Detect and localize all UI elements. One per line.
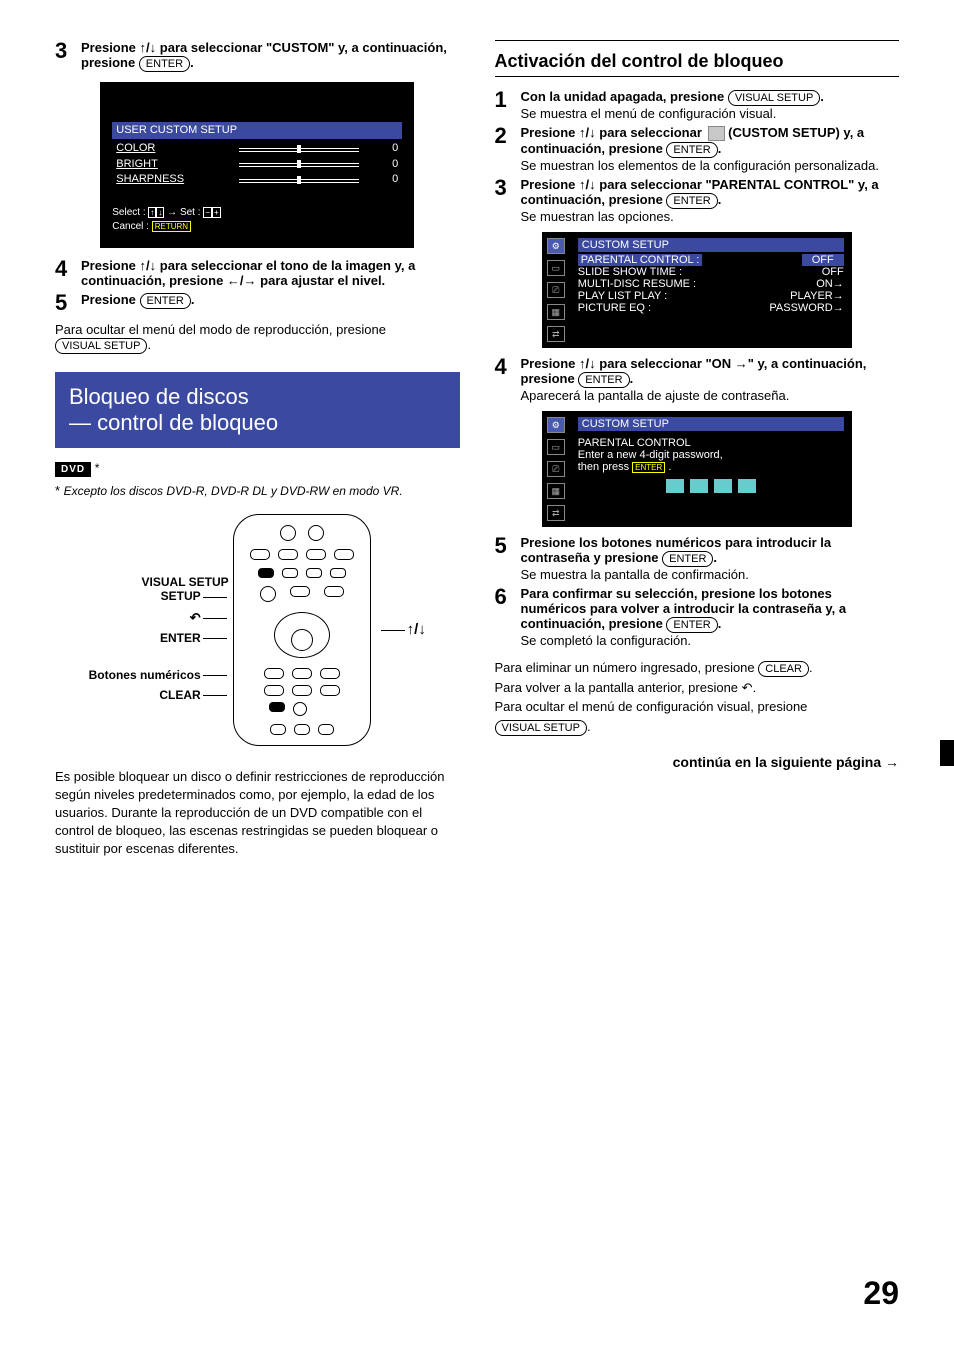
dvd-tag: DVD	[55, 462, 91, 477]
step-number: 5	[55, 292, 81, 314]
custom-setup-screen: ⚙ ▭ ⎚ ▦ ⇄ CUSTOM SETUP PARENTAL CONTROL …	[542, 232, 852, 348]
user-custom-setup-screen: USER CUSTOM SETUP COLOR0 BRIGHT0 SHARPNE…	[100, 82, 414, 248]
remote-diagram: VISUAL SETUPSETUP ↶ ENTER Botones numéri…	[55, 514, 460, 746]
continue-text: continúa en la siguiente página →	[495, 754, 900, 770]
dpad-icon	[274, 612, 330, 658]
up-down-arrows: ↑/↓	[140, 40, 157, 55]
step3-text-a: Presione	[81, 40, 140, 55]
step-number: 3	[55, 40, 81, 72]
lock-paragraph: Es posible bloquear un disco o definir r…	[55, 768, 460, 859]
dvd-note: Excepto los discos DVD-R, DVD-R DL y DVD…	[64, 484, 403, 498]
divider	[495, 40, 900, 41]
custom-setup-icon	[708, 126, 725, 141]
page-number: 29	[863, 1275, 899, 1312]
section-heading: Activación del control de bloqueo	[495, 51, 900, 77]
section-header: Bloqueo de discos — control de bloqueo	[55, 372, 460, 448]
password-screen: ⚙ ▭ ⎚ ▦ ⇄ CUSTOM SETUP PARENTAL CONTROL …	[542, 411, 852, 527]
screen-title: USER CUSTOM SETUP	[112, 122, 402, 139]
page-edge-tab	[940, 740, 954, 766]
up-down-icon: ↑/↓	[407, 621, 426, 638]
step-number: 4	[55, 258, 81, 288]
enter-button-label: ENTER	[139, 56, 190, 72]
hide-menu-text: Para ocultar el menú del modo de reprodu…	[55, 322, 460, 354]
tail-text: Para eliminar un número ingresado, presi…	[495, 658, 900, 736]
